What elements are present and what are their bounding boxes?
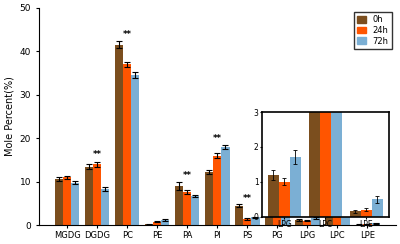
Bar [243,219,252,225]
Bar [123,64,131,225]
Bar [295,220,303,225]
Bar [252,217,260,225]
Y-axis label: Mole Percent(%): Mole Percent(%) [4,77,14,156]
Bar [282,198,290,225]
Text: **: ** [183,171,192,180]
Bar [221,147,230,225]
Bar [153,222,161,225]
Bar [161,220,170,225]
Text: **: ** [243,194,252,203]
Bar [342,180,350,225]
Bar [101,189,110,225]
Bar [273,203,282,225]
Bar [63,177,71,225]
Text: **: ** [123,30,132,39]
Bar [303,221,312,225]
Bar [115,45,123,225]
Text: **: ** [93,150,102,159]
Bar [71,183,80,225]
Bar [325,201,333,225]
Bar [213,156,221,225]
Bar [312,218,320,225]
Text: **: ** [213,133,222,142]
Bar [333,197,342,225]
Bar [183,192,191,225]
Legend: 0h, 24h, 72h: 0h, 24h, 72h [354,12,392,49]
Bar [145,224,153,225]
Bar [372,223,380,225]
Bar [205,172,213,225]
Bar [235,206,243,225]
Bar [191,196,200,225]
Bar [131,75,140,225]
Bar [85,166,93,225]
Bar [265,204,273,225]
Bar [93,164,101,225]
Bar [363,224,372,225]
Bar [175,186,183,225]
Bar [55,179,63,225]
